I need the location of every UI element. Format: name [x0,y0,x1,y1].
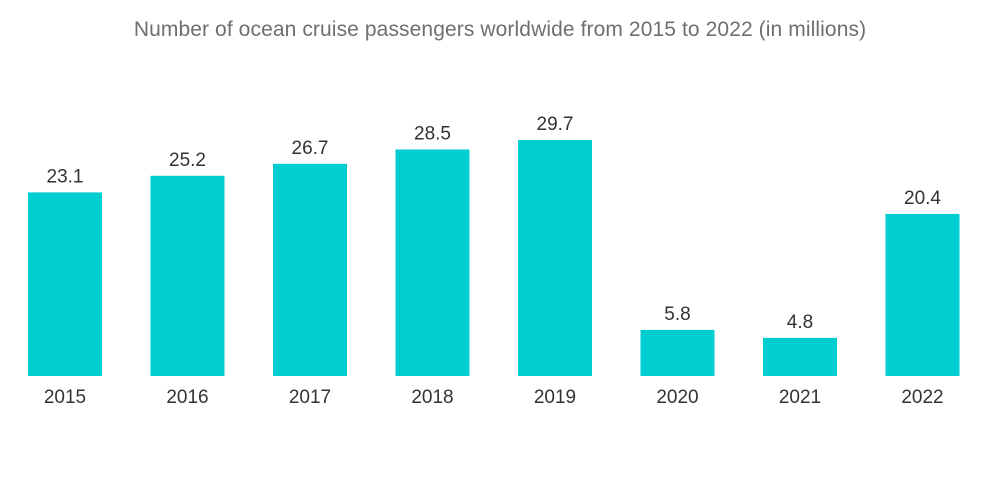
value-label-2016: 25.2 [169,150,206,171]
x-tick-label-2021: 2021 [779,387,821,408]
x-tick-label-2018: 2018 [411,387,453,408]
value-label-2021: 4.8 [787,312,813,333]
bar-2016 [150,175,225,376]
bar-2020 [640,329,715,376]
bar-2021 [763,337,837,376]
bar-2019 [518,140,592,376]
bar-2015 [28,192,102,376]
x-tick-label-2017: 2017 [289,387,331,408]
x-tick-label-2015: 2015 [44,387,86,408]
value-labels-layer: 23.1 25.2 26.7 28.5 29.7 5.8 4.8 20.4 [47,114,942,333]
value-label-2020: 5.8 [664,304,690,325]
bar-2022 [885,213,960,376]
value-label-2019: 29.7 [537,114,574,135]
x-axis-tick-labels: 2015 2016 2017 2018 2019 2020 2021 2022 [44,387,944,408]
x-tick-label-2020: 2020 [656,387,698,408]
chart-title: Number of ocean cruise passengers worldw… [133,18,867,41]
value-label-2022: 20.4 [904,188,941,209]
value-label-2017: 26.7 [292,138,329,159]
x-tick-label-2022: 2022 [901,387,943,408]
bar-2017 [273,163,347,376]
bar-2018 [395,149,470,376]
x-tick-label-2019: 2019 [534,387,576,408]
value-label-2018: 28.5 [414,124,451,145]
bars-layer [28,140,960,376]
x-tick-label-2016: 2016 [166,387,208,408]
value-label-2015: 23.1 [47,166,84,187]
